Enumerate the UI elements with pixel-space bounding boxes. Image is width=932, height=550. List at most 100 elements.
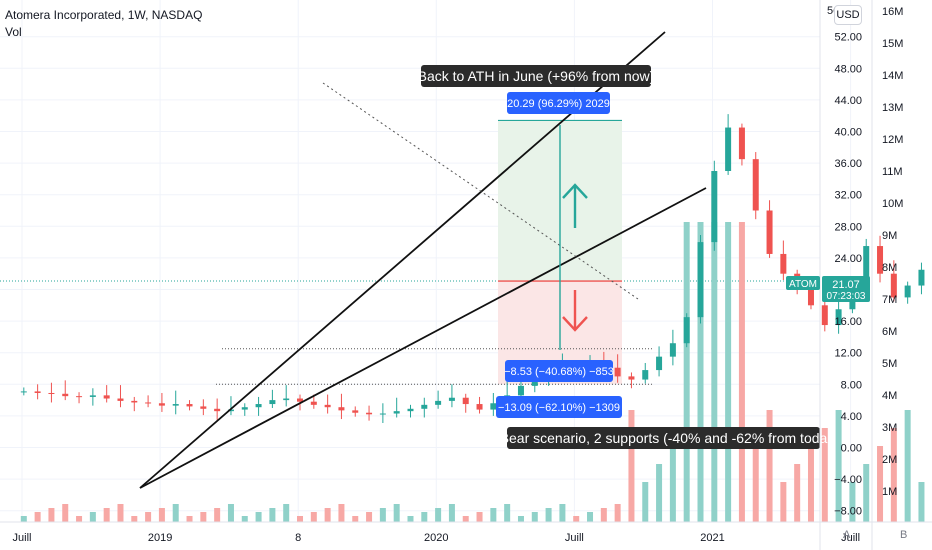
- candle-body: [324, 404, 331, 408]
- candle-body: [683, 317, 690, 344]
- candle-body: [366, 412, 373, 415]
- price-tick-label: −4.00: [834, 474, 862, 486]
- candle-body: [241, 407, 248, 410]
- volume-bar: [669, 446, 676, 522]
- volume-bar: [531, 512, 538, 522]
- volume-tick-label: 6M: [882, 326, 897, 338]
- candle-body: [490, 403, 497, 410]
- volume-tick-label: 14M: [882, 70, 903, 82]
- volume-bar: [131, 516, 138, 522]
- volume-bar: [393, 504, 400, 522]
- volume-bar: [628, 410, 635, 522]
- auto-scale-button[interactable]: A: [843, 529, 851, 541]
- price-tick-label: 12.00: [834, 348, 862, 360]
- annotations: Back to ATH in June (+96% from now) 20.29…: [418, 65, 828, 449]
- volume-bar: [517, 516, 524, 522]
- time-tick-label: Juill: [841, 532, 860, 544]
- chart-title: Atomera Incorporated, 1W, NASDAQ: [5, 8, 203, 22]
- time-tick-label: Juill: [565, 532, 584, 544]
- volume-tick-label: 4M: [882, 390, 897, 402]
- candle-body: [131, 400, 138, 403]
- candle-body: [697, 242, 704, 318]
- candle-body: [34, 391, 41, 393]
- price-tick-label: 44.00: [834, 95, 862, 107]
- price-tick-label: 28.00: [834, 221, 862, 233]
- volume-bar: [48, 508, 55, 522]
- volume-bar: [283, 504, 290, 522]
- candle-body: [117, 398, 124, 401]
- volume-bar: [200, 512, 207, 522]
- bear-support-2-label: −13.09 (−62.10%) −1309: [498, 402, 620, 414]
- countdown-label: 07:23:03: [827, 291, 866, 302]
- volume-tick-label: 3M: [882, 422, 897, 434]
- volume-bar: [587, 512, 594, 522]
- candle-body: [766, 210, 773, 254]
- candle-body: [283, 398, 290, 401]
- time-tick-label: 2019: [148, 532, 172, 544]
- volume-bar: [711, 222, 718, 522]
- volume-bar: [642, 482, 649, 522]
- volume-bar: [20, 516, 27, 522]
- candle-body: [628, 376, 635, 380]
- volume-bar: [725, 222, 732, 522]
- current-price-label: 21.07: [832, 279, 860, 291]
- candle-body: [738, 127, 745, 160]
- time-tick-label: 2021: [700, 532, 724, 544]
- price-tick-label: 0.00: [841, 443, 862, 455]
- volume-tick-label: 12M: [882, 134, 903, 146]
- volume-bar: [918, 482, 925, 522]
- candle-body: [835, 309, 842, 326]
- volume-bar: [407, 516, 414, 522]
- candle-body: [76, 396, 83, 398]
- candle-body: [214, 408, 221, 412]
- candle-body: [711, 171, 718, 243]
- candle-body: [904, 285, 911, 298]
- price-tick-label: 36.00: [834, 158, 862, 170]
- price-tag-box: [822, 276, 870, 302]
- volume-tick-label: 15M: [882, 38, 903, 50]
- resistance-dotted-line: [322, 82, 639, 300]
- bear-support-2-label-box: [496, 396, 622, 418]
- volume-bar: [172, 504, 179, 522]
- volume-tick-label: 9M: [882, 230, 897, 242]
- volume-bar: [227, 504, 234, 522]
- price-tick-label: 24.00: [834, 253, 862, 265]
- candle-body: [269, 400, 276, 405]
- volume-bar: [62, 504, 69, 522]
- ticker-tag-box: [786, 276, 820, 290]
- volume-bar: [338, 504, 345, 522]
- candle-body: [476, 404, 483, 410]
- volume-bar: [573, 516, 580, 522]
- volume-bar: [435, 508, 442, 522]
- volume-bar: [117, 504, 124, 522]
- candle-body: [890, 273, 897, 298]
- log-scale-button[interactable]: B: [900, 529, 908, 541]
- candle-body: [669, 343, 676, 357]
- volume-bar: [89, 512, 96, 522]
- price-tick-label: 4.00: [841, 411, 862, 423]
- volume-bar: [34, 512, 41, 522]
- volume-bar: [255, 512, 262, 522]
- volume-tick-label: 7M: [882, 294, 897, 306]
- volume-bar: [807, 446, 814, 522]
- volume-bar: [683, 222, 690, 522]
- candle-body: [918, 269, 925, 286]
- volume-tick-label: 16M: [882, 6, 903, 18]
- volume-bar: [766, 410, 773, 522]
- volume-bar: [448, 504, 455, 522]
- rising-wedge-lower-line: [139, 187, 707, 489]
- down-arrow-icon: [562, 290, 588, 332]
- candle-body: [725, 127, 732, 171]
- currency-button[interactable]: USD: [834, 5, 862, 25]
- candle-body: [255, 404, 262, 408]
- bull-measure-label: 20.29 (96.29%) 2029: [507, 98, 610, 110]
- bear-support-1-label-box: [505, 360, 613, 382]
- candle-body: [780, 253, 787, 274]
- price-tick-label: 48.00: [834, 63, 862, 75]
- volume-bar: [269, 508, 276, 522]
- volume-bar: [158, 508, 165, 522]
- bear-annotation-box: [507, 427, 820, 449]
- volume-bar: [462, 516, 469, 522]
